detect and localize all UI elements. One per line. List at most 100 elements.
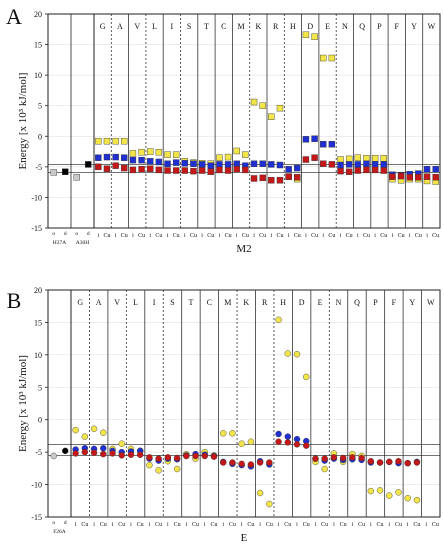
group-sub-label: Cu [259,233,266,239]
group-label: R [273,22,279,31]
data-point-red [207,168,214,175]
data-point-yellow [367,487,375,495]
group-sub-label: Cu [155,522,162,528]
group-sub-label: i [425,522,427,528]
group-sub-label: i [388,522,390,528]
y-tick-label: -5 [35,163,42,172]
group-label: H [290,22,296,31]
data-point-blue [259,160,266,168]
y-tick-label: 5 [38,102,42,111]
data-point-red [349,454,356,461]
data-point-red [121,164,128,172]
data-point-red [109,450,116,457]
data-point-yellow [164,151,171,158]
data-point-blue [164,160,171,168]
group-sub-label: Cu [363,233,370,239]
group-label: Q [354,298,360,307]
data-point-yellow [118,440,125,447]
y-tick-label: 10 [34,71,42,80]
y-tick-label: 0 [38,416,42,425]
group-label: P [377,22,382,31]
data-point-yellow [138,148,145,156]
group-label: C [221,22,226,31]
data-point-yellow [129,150,137,157]
y-tick-label: 15 [34,41,42,50]
data-point-blue [224,161,232,168]
left-group-label: F26A [53,529,66,535]
data-point-red [127,451,135,458]
data-point-red [224,167,232,174]
group-label: E [325,22,330,31]
y-tick-label: -5 [35,448,42,457]
data-point-blue [95,154,102,161]
group-sub-label: i [259,522,261,528]
data-point-red [294,174,301,181]
data-point-red [386,458,393,466]
data-point-yellow [363,155,370,162]
data-point-red [216,166,223,174]
group-sub-label: Cu [192,522,199,528]
data-point-red [183,452,190,460]
data-point-red [284,439,291,446]
data-point-yellow [345,155,353,163]
group-label: Q [359,22,365,31]
group-sub-label: Cu [225,233,232,239]
data-point-red [100,450,107,458]
group-sub-label: Cu [395,522,402,528]
group-sub-label: i [97,233,99,239]
data-point-red [247,461,255,468]
data-point-red [397,172,405,180]
group-sub-label: Cu [81,522,88,528]
data-point-red [138,166,145,173]
data-point-red [90,449,98,456]
group-sub-label: Cu [346,233,353,239]
data-point-red [164,167,171,174]
group-label: K [243,298,249,307]
y-axis-label: Energy [x 10³ kJ/mol] [17,73,29,170]
group-sub-label: i [407,522,409,528]
data-point-red [389,173,396,180]
panel-label: B [7,288,22,313]
group-sub-label: Cu [432,522,439,528]
data-point-red [275,438,282,445]
left-point [62,447,69,455]
data-point-red [345,168,353,175]
group-sub-label: Cu [398,233,405,239]
data-point-yellow [103,137,111,145]
y-tick-label: -15 [31,513,42,522]
group-sub-label: i [204,522,206,528]
data-point-red [192,452,199,460]
data-point-red [285,173,292,180]
left-group-label: H37A [53,240,66,246]
group-sub-label: Cu [100,522,107,528]
group-sub-label: i [370,522,372,528]
group-sub-label: Cu [432,233,439,239]
data-point-blue [198,161,206,168]
data-point-yellow [371,155,379,162]
group-sub-label: i [236,233,238,239]
group-label: V [114,298,120,307]
group-sub-label: i [305,233,307,239]
group-sub-label: Cu [137,522,144,528]
group-sub-label: Cu [328,233,335,239]
data-point-red [321,455,328,462]
data-point-blue [354,161,362,168]
group-sub-label: i [288,233,290,239]
data-point-red [112,162,119,169]
group-sub-label: Cu [294,233,301,239]
y-tick-label: -10 [31,193,42,202]
group-label: R [262,298,268,307]
group-sub-label: i [322,233,324,239]
group-label: A [96,298,102,307]
data-point-yellow [155,467,162,474]
data-point-blue [216,161,223,168]
data-point-yellow [242,151,249,158]
data-point-blue [380,161,387,168]
data-point-red [136,451,144,458]
group-sub-label: i [333,522,335,528]
data-point-yellow [155,148,163,156]
group-sub-label: i [167,522,169,528]
data-point-blue [276,161,284,169]
group-sub-label: i [93,522,95,528]
data-point-red [146,454,153,461]
